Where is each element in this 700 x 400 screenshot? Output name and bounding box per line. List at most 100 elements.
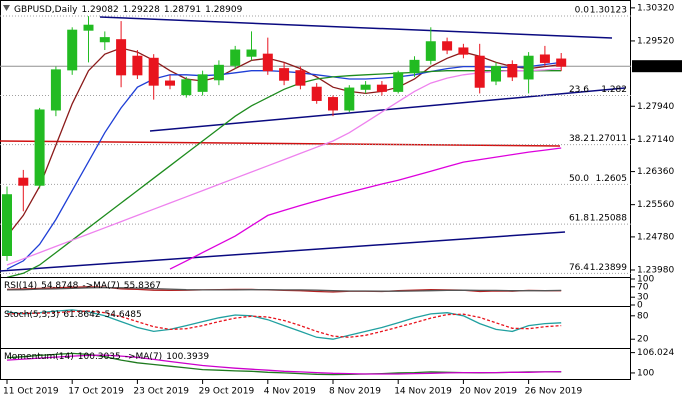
- header-value: 1.29228: [123, 5, 160, 15]
- panel: [6, 309, 562, 340]
- y-tick-label: 1.27940: [637, 102, 674, 112]
- candle-body: [99, 37, 110, 43]
- candle-body: [539, 54, 550, 63]
- y-tick-label: 100: [637, 275, 654, 285]
- x-tick-label: 20 Nov 2019: [459, 387, 517, 397]
- fib-value: 1.27011: [590, 134, 627, 144]
- x-tick-label: 14 Nov 2019: [394, 387, 452, 397]
- panel: [0, 15, 631, 277]
- trend-line: [149, 87, 626, 132]
- y-tick-label: 80: [637, 311, 649, 321]
- indicator-value: 54.6485: [105, 310, 142, 320]
- panel: [6, 352, 562, 376]
- x-tick-label: 11 Oct 2019: [3, 387, 59, 397]
- y-tick-label: 1.29520: [637, 36, 674, 46]
- indicator-line: [6, 309, 562, 340]
- panel: [6, 286, 562, 293]
- y-tick-label: 0: [637, 301, 643, 311]
- candle-body: [376, 84, 387, 92]
- indicator-line: [6, 47, 562, 237]
- indicator-value: 100.3035: [78, 352, 121, 362]
- fib-label: 38.2: [569, 134, 589, 144]
- candle-body: [311, 86, 322, 101]
- header-value: 1.28791: [164, 5, 201, 15]
- indicator-line: [6, 67, 562, 266]
- fib-label: 76.4: [569, 263, 589, 273]
- candle-body: [425, 41, 436, 61]
- candle-body: [393, 72, 404, 92]
- y-tick-label: 30: [637, 293, 649, 303]
- chart-title: GBPUSD,Daily: [14, 5, 78, 15]
- x-tick-label: 29 Oct 2019: [199, 387, 255, 397]
- candle-body: [50, 69, 61, 111]
- fib-label: 23.6: [569, 85, 589, 95]
- indicator-name: ->MA(7): [125, 352, 162, 362]
- header-value: 1.28909: [205, 5, 242, 15]
- indicator-line: [6, 310, 562, 338]
- candle-body: [458, 47, 469, 55]
- indicator-name: RSI(14): [4, 281, 37, 291]
- candle-body: [165, 80, 175, 86]
- indicator-line: [169, 147, 562, 270]
- candle-body: [246, 49, 257, 57]
- y-tick-label: 20: [637, 335, 649, 345]
- fib-value: 1.282: [601, 85, 627, 95]
- fib-value: 1.30123: [590, 5, 627, 15]
- indicator-name: ->MA(7): [82, 281, 119, 291]
- chart-header: GBPUSD,Daily 1.29082 1.29228 1.28791 1.28909: [14, 5, 243, 15]
- fib-label: 0.0: [575, 5, 590, 15]
- indicator-header: Momentum(14) 100.3035 ->MA(7) 100.3939: [4, 352, 209, 362]
- x-tick-label: 8 Nov 2019: [329, 387, 381, 397]
- candle-body: [181, 79, 192, 96]
- candle-body: [442, 41, 453, 51]
- horizontal-line: [0, 140, 561, 147]
- indicator-value: 61.8642: [63, 310, 100, 320]
- y-tick-label: 100: [637, 368, 654, 378]
- candle-body: [18, 177, 29, 186]
- plot-frame: [0, 0, 631, 380]
- header-icon: [3, 5, 10, 11]
- indicator-header: RSI(14) 54.8748 ->MA(7) 55.8367: [4, 281, 161, 291]
- x-tick-label: 17 Oct 2019: [68, 387, 124, 397]
- candle-body: [213, 64, 224, 81]
- candle-body: [2, 194, 12, 257]
- fib-label: 61.8: [569, 214, 589, 224]
- candle-body: [116, 39, 127, 76]
- y-tick-label: 1.27140: [637, 135, 674, 145]
- y-tick-label: 1.26360: [637, 167, 674, 177]
- candle-body: [344, 87, 355, 111]
- candle-body: [328, 97, 338, 111]
- x-tick-label: 26 Nov 2019: [525, 387, 583, 397]
- candle-body: [360, 84, 371, 90]
- candle-body: [523, 55, 534, 80]
- x-tick-label: 23 Oct 2019: [133, 387, 189, 397]
- candle-body: [262, 53, 273, 72]
- candle-body: [507, 63, 518, 78]
- candle-body: [556, 58, 567, 67]
- candle-body: [279, 68, 290, 81]
- indicator-name: Momentum(14): [4, 352, 74, 362]
- fib-value: 1.25088: [590, 214, 627, 224]
- indicator-value: 55.8367: [124, 281, 161, 291]
- indicator-value: 54.8748: [41, 281, 78, 291]
- indicator-line: [6, 286, 562, 292]
- candle-body: [83, 24, 94, 31]
- trend-line: [0, 231, 566, 272]
- candle-body: [409, 59, 420, 74]
- indicator-name: Stoch(5,3,3): [4, 310, 59, 320]
- y-tick-label: 1.25560: [637, 200, 674, 210]
- fib-label: 50.0: [569, 174, 589, 184]
- indicator-value: 100.3939: [166, 352, 209, 362]
- candle-body: [132, 55, 143, 76]
- y-tick-label: 1.23980: [637, 265, 674, 275]
- indicator-line: [6, 354, 562, 375]
- candle-body: [230, 49, 241, 66]
- current-price-box: [632, 60, 682, 73]
- y-tick-label: 106.024: [637, 348, 674, 358]
- layer: 1.30320 1.29520 1.27940 1.27140 1.26360 1.255…: [0, 3, 682, 397]
- current-price-label: 1.28909: [636, 62, 673, 72]
- candle-body: [67, 29, 78, 71]
- x-tick-label: 4 Nov 2019: [264, 387, 316, 397]
